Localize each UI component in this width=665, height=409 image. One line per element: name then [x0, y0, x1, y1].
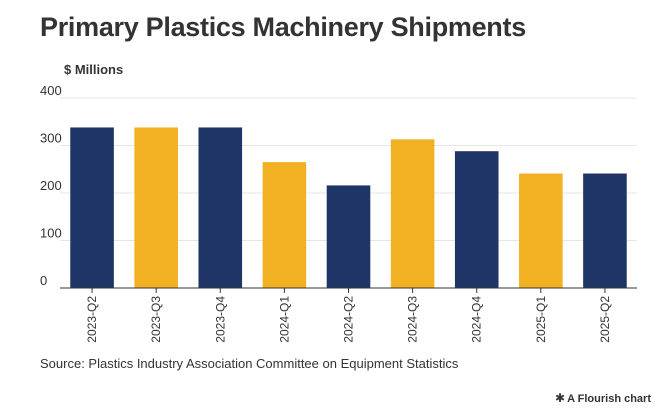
x-tick-label: 2024-Q4 [470, 296, 484, 343]
y-tick-label: 0 [40, 273, 47, 288]
bar-2024-Q4 [454, 151, 499, 288]
y-axis-ticks: 0 100 200 300 400 [40, 83, 62, 288]
chart-source: Source: Plastics Industry Association Co… [40, 356, 459, 371]
flourish-credit-link[interactable]: ✱ A Flourish chart [555, 391, 651, 405]
bars [60, 127, 637, 289]
bar-2023-Q3 [134, 127, 178, 288]
flourish-star-icon: ✱ [555, 391, 566, 405]
y-tick-label: 200 [40, 178, 62, 193]
x-tick-label: 2024-Q3 [406, 296, 420, 343]
bar-2024-Q2 [326, 185, 371, 288]
x-tick-label: 2024-Q1 [277, 296, 291, 343]
bar-2024-Q1 [262, 162, 307, 288]
bar-2025-Q2 [583, 173, 627, 288]
x-tick-label: 2025-Q2 [598, 296, 612, 343]
x-tick-label: 2025-Q1 [534, 296, 548, 343]
bar-2024-Q3 [390, 139, 435, 288]
y-tick-label: 400 [40, 83, 62, 98]
x-tick-label: 2024-Q2 [342, 296, 356, 343]
y-axis-label: $ Millions [64, 62, 124, 77]
y-tick-label: 100 [40, 226, 62, 241]
x-tick-label: 2023-Q2 [85, 296, 99, 343]
bar-2023-Q2 [70, 127, 114, 288]
x-tick-label: 2023-Q4 [213, 296, 227, 343]
chart-title: Primary Plastics Machinery Shipments [40, 12, 526, 42]
x-axis-ticks: 2023-Q2 2023-Q3 2023-Q4 2024-Q1 2024-Q2 2024-… [85, 288, 612, 343]
bar-2025-Q1 [519, 173, 563, 288]
y-tick-label: 300 [40, 131, 62, 146]
bar-2023-Q4 [198, 127, 243, 288]
x-tick-label: 2023-Q3 [149, 296, 163, 343]
bar-chart: 0 100 200 300 400 2023-Q2 2023-Q3 2023-Q4 2024-… [40, 83, 637, 343]
flourish-credit-label: A Flourish chart [567, 393, 651, 405]
